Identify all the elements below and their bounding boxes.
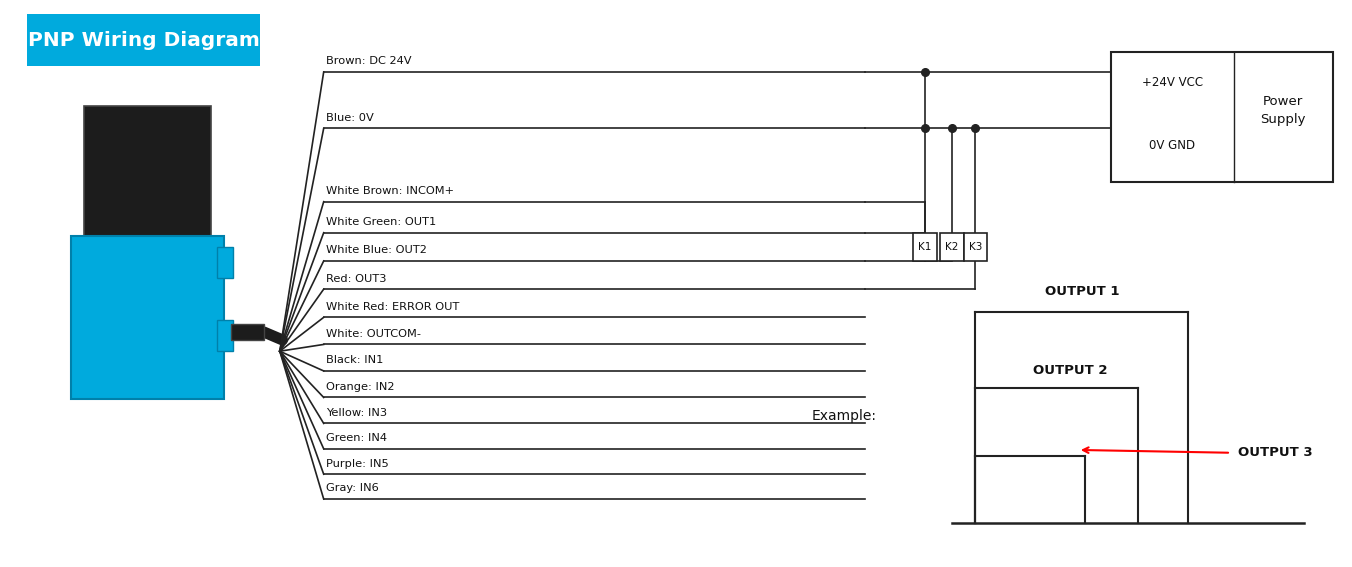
Text: White: OUTCOM-: White: OUTCOM- (326, 329, 422, 339)
Text: K3: K3 (969, 242, 982, 252)
Bar (913, 232, 937, 261)
Text: PNP Wiring Diagram: PNP Wiring Diagram (27, 31, 260, 50)
Text: Yellow: IN3: Yellow: IN3 (326, 408, 388, 418)
Text: White Blue: OUT2: White Blue: OUT2 (326, 246, 427, 255)
Text: +24V VCC: +24V VCC (1142, 75, 1203, 88)
Bar (218, 320, 234, 351)
Text: Purple: IN5: Purple: IN5 (326, 459, 389, 468)
Text: Power
Supply: Power Supply (1260, 95, 1306, 126)
Text: Blue: 0V: Blue: 0V (326, 113, 375, 122)
Text: White Red: ERROR OUT: White Red: ERROR OUT (326, 302, 460, 312)
Text: Orange: IN2: Orange: IN2 (326, 382, 395, 392)
Text: White Green: OUT1: White Green: OUT1 (326, 217, 437, 227)
Text: Example:: Example: (813, 409, 877, 423)
Bar (70, 235, 224, 399)
Bar (940, 232, 964, 261)
Text: K2: K2 (945, 242, 959, 252)
Text: OUTPUT 2: OUTPUT 2 (1033, 363, 1107, 376)
Bar (27, 14, 260, 66)
Text: Gray: IN6: Gray: IN6 (326, 484, 379, 493)
Text: 0V GND: 0V GND (1149, 139, 1195, 152)
Bar (218, 247, 234, 278)
Text: OUTPUT 1: OUTPUT 1 (1045, 285, 1119, 298)
Bar (1111, 52, 1333, 182)
Text: Black: IN1: Black: IN1 (326, 356, 384, 365)
Text: K1: K1 (918, 242, 932, 252)
Text: Red: OUT3: Red: OUT3 (326, 273, 387, 284)
Text: OUTPUT 3: OUTPUT 3 (1237, 446, 1313, 459)
Text: Green: IN4: Green: IN4 (326, 433, 388, 443)
Bar (964, 232, 987, 261)
Text: Brown: DC 24V: Brown: DC 24V (326, 56, 412, 66)
Bar (231, 324, 264, 340)
Text: White Brown: INCOM+: White Brown: INCOM+ (326, 186, 454, 196)
Bar (84, 106, 211, 241)
